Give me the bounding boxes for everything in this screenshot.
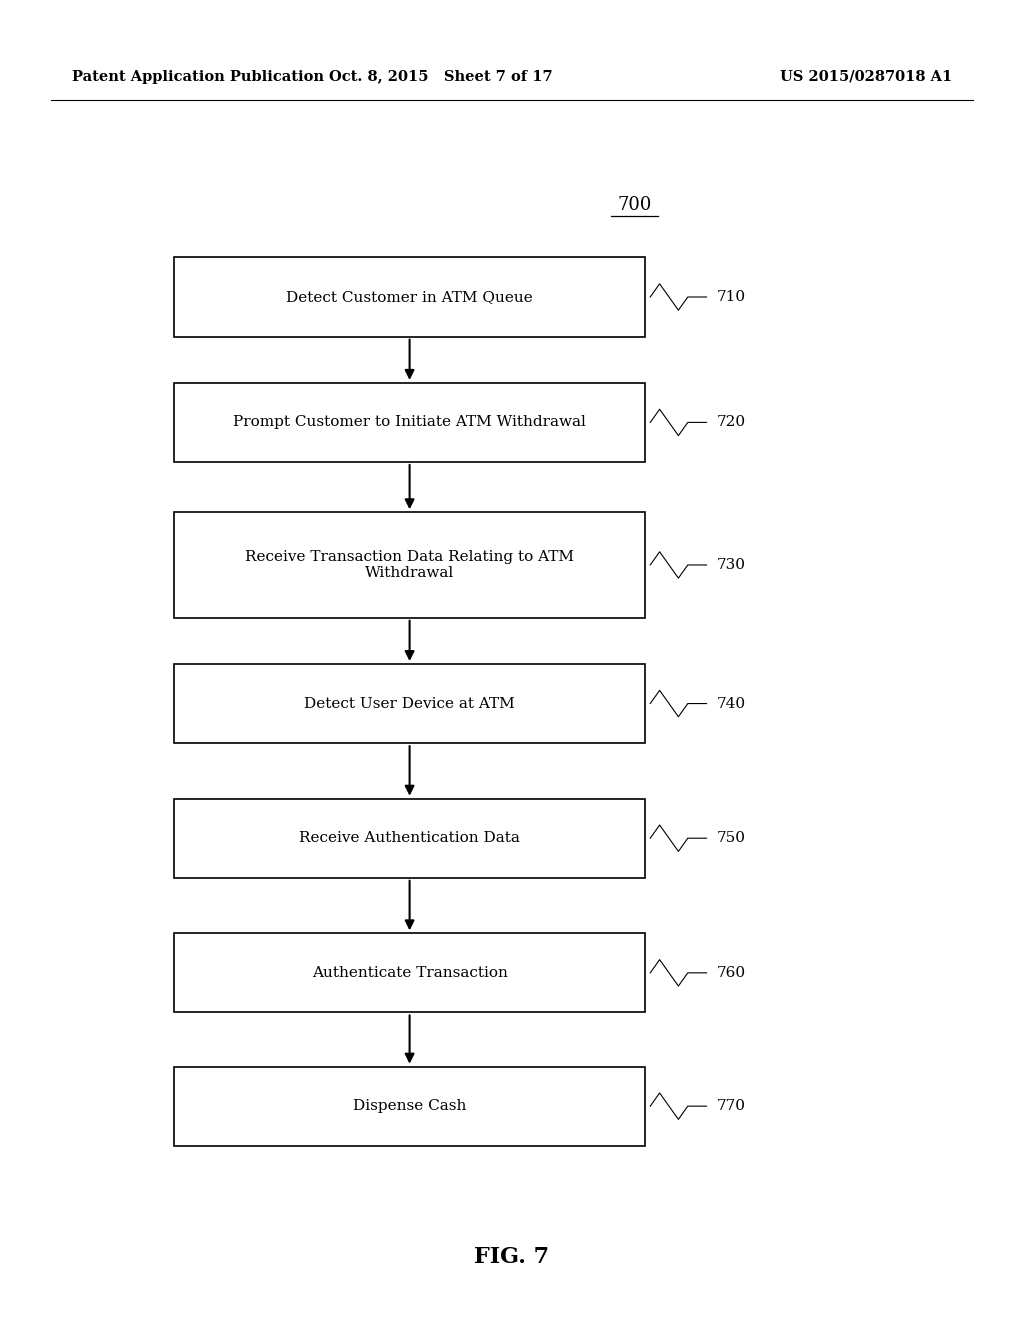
FancyBboxPatch shape (174, 933, 645, 1012)
Text: FIG. 7: FIG. 7 (474, 1246, 550, 1267)
Text: 760: 760 (717, 966, 745, 979)
FancyBboxPatch shape (174, 257, 645, 337)
Text: Prompt Customer to Initiate ATM Withdrawal: Prompt Customer to Initiate ATM Withdraw… (233, 416, 586, 429)
Text: Receive Authentication Data: Receive Authentication Data (299, 832, 520, 845)
Text: Detect Customer in ATM Queue: Detect Customer in ATM Queue (287, 290, 532, 304)
Text: Authenticate Transaction: Authenticate Transaction (311, 966, 508, 979)
Text: 750: 750 (717, 832, 745, 845)
FancyBboxPatch shape (174, 1067, 645, 1146)
FancyBboxPatch shape (174, 664, 645, 743)
Text: 770: 770 (717, 1100, 745, 1113)
Text: 740: 740 (717, 697, 745, 710)
Text: Patent Application Publication: Patent Application Publication (72, 70, 324, 83)
FancyBboxPatch shape (174, 383, 645, 462)
Text: US 2015/0287018 A1: US 2015/0287018 A1 (780, 70, 952, 83)
Text: 700: 700 (617, 195, 652, 214)
FancyBboxPatch shape (174, 799, 645, 878)
Text: 730: 730 (717, 558, 745, 572)
Text: Dispense Cash: Dispense Cash (353, 1100, 466, 1113)
Text: Receive Transaction Data Relating to ATM
Withdrawal: Receive Transaction Data Relating to ATM… (245, 550, 574, 579)
Text: 710: 710 (717, 290, 745, 304)
Text: Oct. 8, 2015   Sheet 7 of 17: Oct. 8, 2015 Sheet 7 of 17 (329, 70, 552, 83)
Text: Detect User Device at ATM: Detect User Device at ATM (304, 697, 515, 710)
Text: 720: 720 (717, 416, 745, 429)
FancyBboxPatch shape (174, 512, 645, 618)
